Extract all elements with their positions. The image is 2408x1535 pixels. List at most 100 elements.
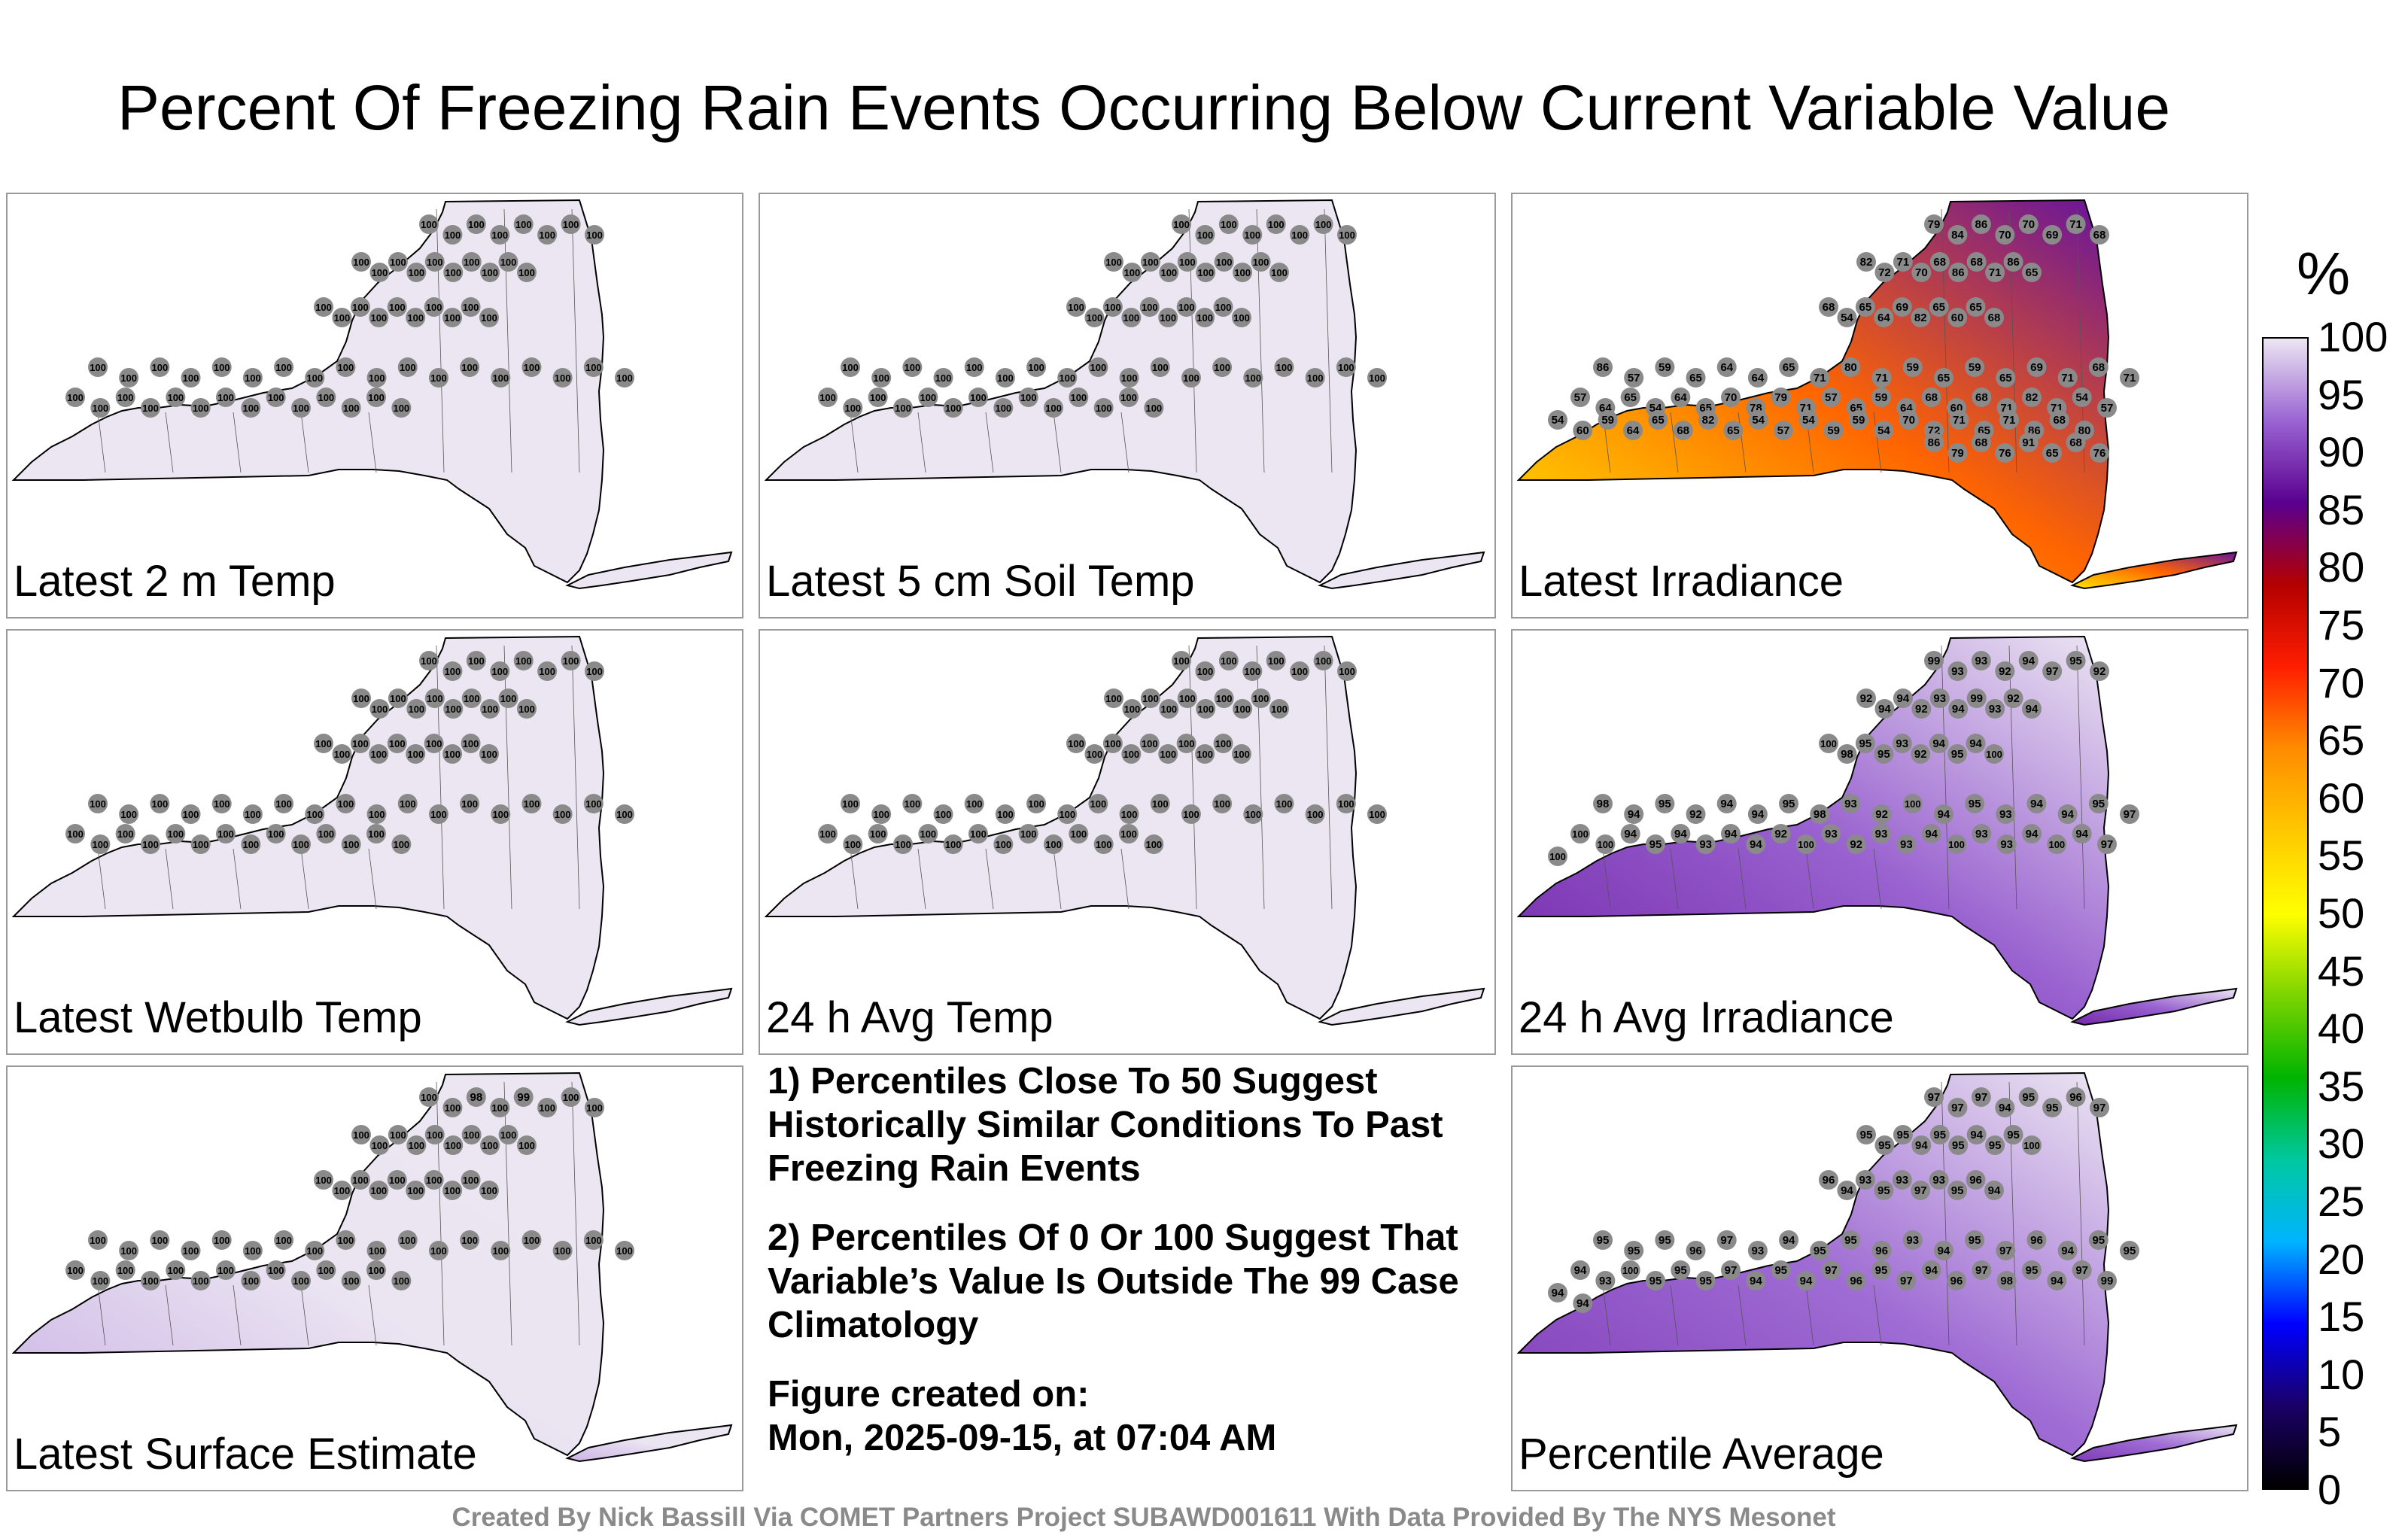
station-value-label: 100 (444, 1185, 461, 1196)
station-dot (995, 804, 1015, 824)
station-dot (406, 308, 426, 327)
station-marker: 100 (1902, 794, 1923, 813)
colorbar-tick-label: 80 (2318, 543, 2365, 591)
station-value-label: 92 (1689, 808, 1702, 821)
long-island-outline (565, 1424, 733, 1463)
station-dot (65, 388, 85, 407)
station-dot (166, 1260, 186, 1280)
station-dot (1195, 744, 1215, 764)
station-value-label: 100 (214, 798, 230, 810)
station-value-label: 95 (1897, 1129, 1910, 1141)
station-marker: 100 (1140, 688, 1160, 708)
station-value-label: 100 (1197, 666, 1214, 677)
station-value-label: 100 (844, 403, 861, 414)
station-marker: 100 (1214, 688, 1234, 708)
station-dot (1984, 1181, 2004, 1200)
station-dot (1972, 824, 1992, 843)
station-dot (1122, 699, 1142, 719)
station-value-label: 100 (1090, 362, 1107, 373)
county-boundary (985, 412, 994, 473)
station-dot (1771, 824, 1791, 843)
station-dot (1570, 388, 1590, 407)
station-dot (1266, 214, 1286, 234)
station-marker: 100 (211, 357, 232, 377)
station-dot (2022, 699, 2042, 719)
county-boundary (1324, 208, 1333, 473)
state-outline (1516, 199, 2110, 584)
station-marker: 64 (1623, 421, 1643, 440)
station-marker: 100 (1088, 794, 1108, 813)
station-value-label: 94 (1897, 692, 1910, 705)
station-marker: 100 (893, 398, 913, 418)
station-dot (1066, 297, 1086, 317)
station-value-label: 100 (389, 1175, 406, 1186)
station-value-label: 100 (997, 809, 1014, 820)
station-marker: 95 (1646, 1271, 1665, 1290)
station-marker: 100 (490, 661, 510, 681)
station-dot (1104, 688, 1123, 708)
station-dot (1598, 410, 1618, 430)
station-value-label: 100 (400, 798, 416, 810)
station-dot (443, 699, 464, 719)
long-island-outline (565, 551, 733, 590)
station-dot (1595, 834, 1616, 854)
station-marker: 59 (1871, 388, 1891, 407)
station-marker: 100 (615, 804, 634, 824)
map-panel-24h-avg-irradiance: 99 93 93 92 94 97 95 92 92 94 94 92 93 94 99 93 92 94 100 9… (1511, 629, 2248, 1055)
station-marker: 100 (166, 824, 186, 843)
station-dot (1144, 398, 1164, 418)
station-dot (460, 1230, 480, 1250)
station-value-label: 100 (117, 1265, 134, 1276)
station-marker: 100 (1119, 824, 1139, 843)
station-marker: 64 (1671, 388, 1691, 407)
station-marker: 100 (1214, 252, 1234, 272)
station-marker: 100 (1069, 388, 1089, 407)
colorbar-tick-label: 0 (2318, 1466, 2342, 1513)
station-dot (517, 263, 537, 282)
station-marker: 100 (1066, 734, 1086, 753)
station-dot (466, 214, 486, 234)
station-value-label: 100 (870, 828, 886, 840)
station-marker: 100 (181, 1241, 201, 1260)
station-dot (291, 1271, 311, 1290)
station-marker: 93 (1947, 661, 1968, 681)
station-value-label: 100 (1070, 392, 1087, 403)
station-marker: 71 (1810, 368, 1830, 388)
station-marker: 95 (1874, 1135, 1895, 1155)
station-value-label: 84 (1951, 229, 1964, 242)
station-value-label: 95 (1649, 1275, 1662, 1287)
station-dot (88, 357, 108, 377)
station-value-label: 100 (430, 809, 447, 820)
station-dot (1673, 421, 1693, 440)
station-dot (1929, 688, 1950, 708)
station-value-label: 100 (492, 372, 509, 384)
station-marker: 100 (537, 661, 558, 681)
station-dot (1837, 1181, 1857, 1200)
station-dot (1018, 824, 1038, 843)
station-value-label: 95 (1674, 1264, 1687, 1277)
station-dot (1995, 443, 2015, 463)
station-marker: 100 (388, 688, 408, 708)
station-value-label: 100 (368, 828, 385, 840)
station-value-label: 93 (1906, 1234, 1919, 1247)
station-value-label: 100 (1276, 798, 1293, 810)
station-marker: 100 (211, 794, 232, 813)
station-value-label: 100 (1339, 666, 1355, 677)
station-value-label: 97 (2075, 1264, 2088, 1277)
station-dot (1140, 252, 1160, 272)
station-dot (1771, 388, 1791, 407)
station-value-label: 97 (2046, 665, 2059, 678)
station-value-label: 100 (372, 267, 388, 278)
station-dot (1721, 388, 1741, 407)
station-dot (2090, 1098, 2109, 1117)
station-value-label: 100 (67, 828, 84, 840)
station-value-label: 97 (1825, 1264, 1838, 1277)
station-marker: 100 (1172, 214, 1191, 234)
station-value-label: 100 (1105, 693, 1122, 704)
county-boundary (1120, 412, 1130, 473)
station-value-label: 100 (518, 267, 535, 278)
created-label: Figure created on: (768, 1374, 1090, 1415)
station-value-label: 94 (1628, 808, 1640, 821)
station-marker: 100 (397, 357, 418, 377)
station-dot (2072, 1260, 2092, 1280)
